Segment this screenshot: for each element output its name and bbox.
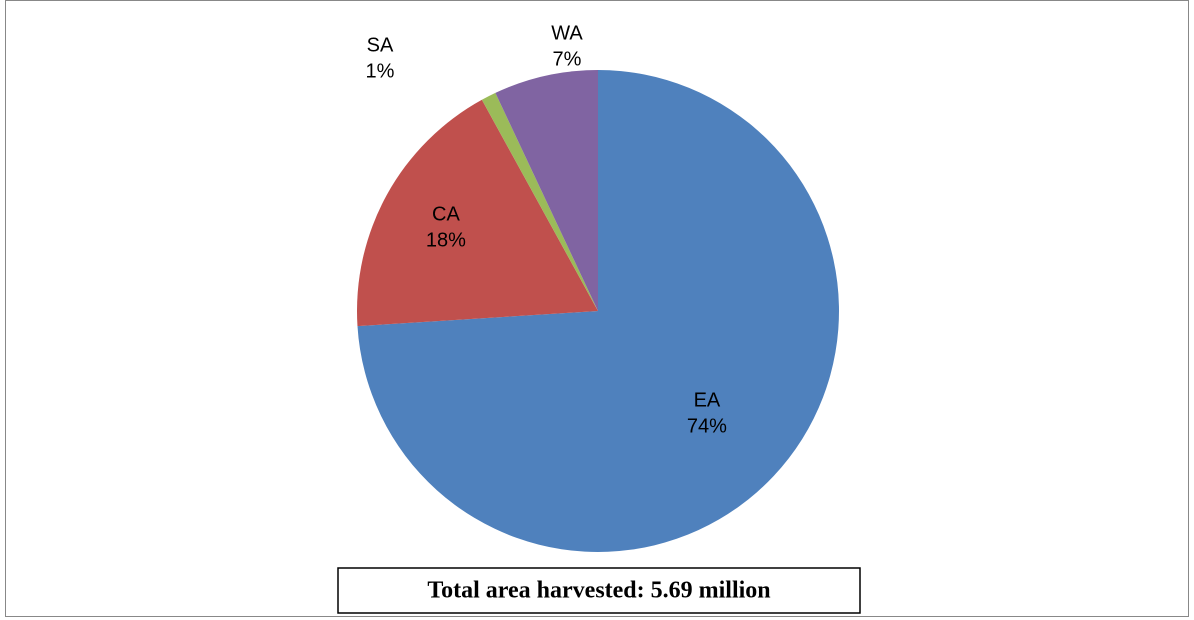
slice-label: EA — [694, 390, 721, 412]
slice-value-label: 1% — [366, 60, 395, 82]
annotation: Total area harvested: 5.69 million — [427, 578, 770, 604]
pie-slice — [357, 70, 840, 552]
pie-slice — [357, 99, 598, 327]
slice-label: CA — [432, 204, 460, 226]
slice-value-label: 74% — [687, 416, 727, 438]
pie-slice — [495, 70, 598, 311]
pie-slice — [481, 92, 598, 312]
annotation-box — [337, 567, 861, 614]
slice-label: WA — [551, 22, 583, 44]
slice-value-label: 18% — [426, 230, 466, 252]
slice-value-label: 7% — [553, 48, 582, 70]
slice-label: SA — [367, 34, 394, 56]
